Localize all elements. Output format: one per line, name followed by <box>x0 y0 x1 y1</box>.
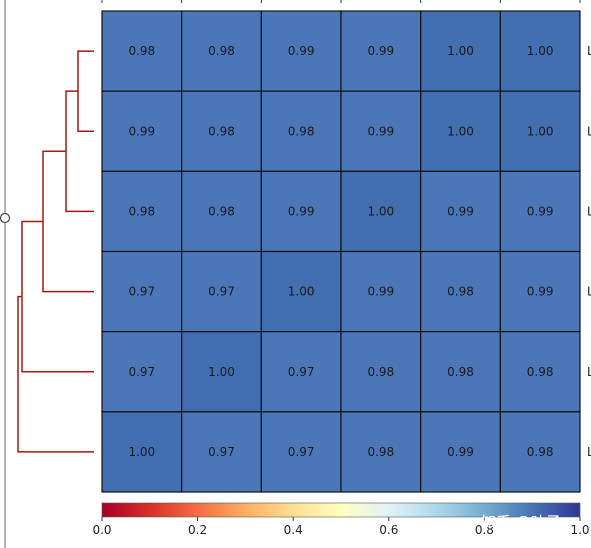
cell-value-label: 0.99 <box>128 124 155 138</box>
heatmap-cell <box>181 250 262 333</box>
cell-value-label: 0.98 <box>128 204 155 218</box>
colorbar-ticks: 0.0 0.2 0.4 0.6 0.8 1.0 <box>92 517 590 537</box>
heatmap-cell <box>101 90 183 172</box>
heatmap-cell <box>340 411 422 493</box>
colorbar-tick-label: 0.8 <box>475 523 494 537</box>
cell-value-label: 0.97 <box>208 445 235 459</box>
cell-value-label: 0.99 <box>367 44 394 58</box>
cell-value-label: 0.99 <box>447 445 474 459</box>
cell-value-label: 1.00 <box>527 124 554 138</box>
cell-value-label: 1.00 <box>367 204 394 218</box>
heatmap-cell <box>340 170 422 253</box>
cell-value-label: 0.99 <box>288 204 315 218</box>
cell-value-label: 1.00 <box>208 365 235 379</box>
cell-value-label: 1.00 <box>447 44 474 58</box>
heatmap-cell <box>499 10 581 92</box>
colorbar-tick-label: 0.2 <box>188 523 207 537</box>
cell-value-label: 0.97 <box>128 365 155 379</box>
dendrogram-link <box>21 220 94 373</box>
row-label: L <box>587 124 591 138</box>
heatmap-cell <box>101 331 183 413</box>
heatmap-cell <box>260 331 342 413</box>
dendrogram <box>17 50 94 453</box>
cell-value-label: 0.99 <box>527 285 554 299</box>
dendrogram-root-marker <box>0 212 11 224</box>
heatmap-cell <box>420 170 501 253</box>
heatmap-cell <box>420 250 501 333</box>
colorbar-tick-label: 0.6 <box>379 523 398 537</box>
cell-value-label: 0.99 <box>527 204 554 218</box>
row-label: L <box>587 44 591 58</box>
heatmap-cell <box>181 90 262 172</box>
heatmap-cell <box>181 170 262 253</box>
row-labels: L L L L L L <box>587 44 591 459</box>
heatmap-cells: 0.98 0.98 0.99 0.99 1.00 1.00 0.99 0.98 0.98 0.99… <box>101 0 581 493</box>
heatmap-cell <box>101 411 183 493</box>
cell-value-label: 0.98 <box>447 285 474 299</box>
cell-value-label: 0.97 <box>208 285 235 299</box>
heatmap-cell <box>260 170 342 253</box>
dendrogram-link <box>17 295 94 453</box>
watermark: 知乎 @叶子 <box>481 513 561 531</box>
cell-value-label: 0.98 <box>208 44 235 58</box>
heatmap-cell <box>420 90 501 172</box>
heatmap-cell <box>499 90 581 172</box>
cell-value-label: 0.98 <box>367 365 394 379</box>
cell-value-label: 0.99 <box>367 285 394 299</box>
colorbar-gradient <box>101 502 581 518</box>
colorbar-tick-label: 0.4 <box>284 523 303 537</box>
dendrogram-link <box>65 90 94 213</box>
heatmap-cell <box>260 411 342 493</box>
heatmap-cell <box>181 10 262 92</box>
colorbar <box>101 502 581 518</box>
cell-value-label: 0.99 <box>367 124 394 138</box>
cell-value-label: 0.98 <box>208 124 235 138</box>
cell-value-label: 0.98 <box>208 204 235 218</box>
cell-value-label: 0.98 <box>367 445 394 459</box>
row-label: L <box>587 285 591 299</box>
row-label: L <box>587 204 591 218</box>
heatmap-cell <box>499 170 581 253</box>
row-label: L <box>587 445 591 459</box>
cell-value-label: 0.98 <box>527 365 554 379</box>
colorbar-tick-label: 1.0 <box>570 523 589 537</box>
cell-value-label: 0.99 <box>447 204 474 218</box>
colorbar-tick-label: 0.0 <box>92 523 111 537</box>
heatmap-cell <box>420 411 501 493</box>
cell-value-label: 0.98 <box>447 365 474 379</box>
cell-value-label: 1.00 <box>447 124 474 138</box>
cell-value-label: 0.97 <box>288 445 315 459</box>
cell-value-label: 0.97 <box>288 365 315 379</box>
heatmap-cell <box>181 331 262 413</box>
cell-value-label: 0.98 <box>288 124 315 138</box>
heatmap-cell <box>181 411 262 493</box>
cell-value-label: 1.00 <box>288 285 315 299</box>
cell-value-label: 0.98 <box>527 445 554 459</box>
cell-value-label: 0.99 <box>288 44 315 58</box>
cell-value-label: 0.98 <box>128 44 155 58</box>
heatmap-cell <box>101 250 183 333</box>
heatmap-cell <box>260 250 342 333</box>
dendrogram-link <box>42 150 94 293</box>
dendrogram-link <box>77 50 94 132</box>
cell-value-label: 1.00 <box>128 445 155 459</box>
heatmap-cell <box>420 331 501 413</box>
heatmap-cell <box>101 10 183 92</box>
cell-value-label: 1.00 <box>527 44 554 58</box>
row-label: L <box>587 365 591 379</box>
cell-value-label: 0.97 <box>128 285 155 299</box>
heatmap-cell <box>499 411 581 493</box>
